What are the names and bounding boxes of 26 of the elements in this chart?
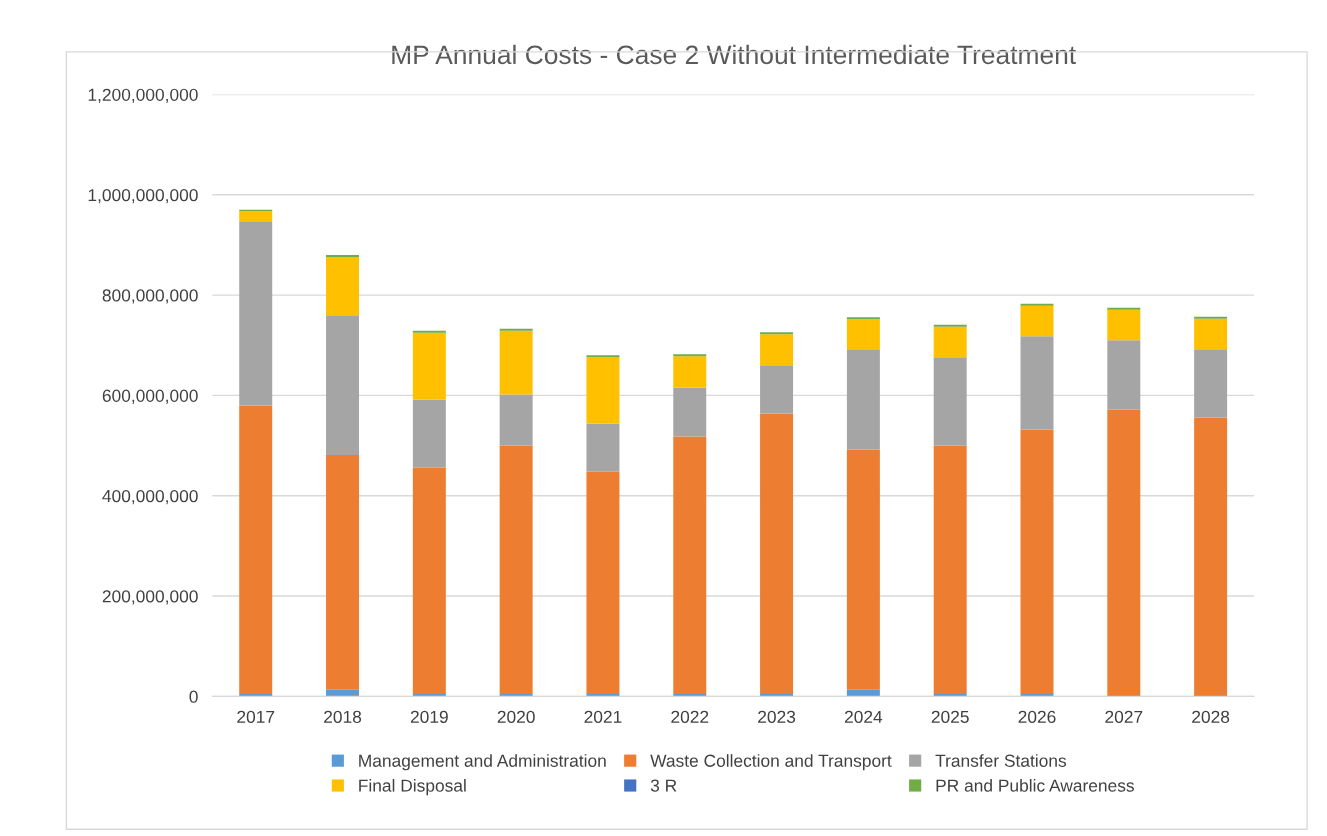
y-tick-label: 1,000,000,000: [88, 188, 198, 204]
x-tick-label: 2019: [410, 710, 448, 724]
x-tick-label: 2018: [324, 710, 362, 724]
y-tick-label: 400,000,000: [102, 489, 198, 505]
legend-label: Transfer Stations: [935, 754, 1067, 767]
x-tick-label: 2025: [931, 710, 969, 724]
x-tick-label: 2022: [671, 710, 709, 724]
x-tick-label: 2026: [1018, 710, 1056, 724]
y-tick-label: 600,000,000: [102, 389, 198, 404]
legend-label: Waste Collection and Transport: [650, 754, 892, 771]
x-tick-label: 2020: [497, 710, 535, 724]
x-tick-label: 2023: [758, 710, 796, 724]
chart-title: MP Annual Costs - Case 2 Without Intermediate Treatment: [392, 44, 1076, 65]
x-tick-label: 2017: [237, 710, 275, 724]
legend-label: Final Disposal: [359, 779, 466, 796]
x-tick-label: 2024: [844, 710, 883, 724]
y-tick-label: 200,000,000: [102, 590, 198, 605]
x-tick-label: 2027: [1105, 710, 1143, 724]
legend-label: Management and Administration: [359, 754, 606, 771]
legend-label: 3 R: [650, 779, 677, 792]
legend-label: PR and Public Awareness: [936, 779, 1134, 792]
x-tick-label: 2021: [584, 710, 622, 724]
y-tick-label: 1,200,000,000: [88, 88, 198, 103]
x-tick-label: 2028: [1192, 710, 1230, 724]
y-tick-label: 800,000,000: [102, 289, 198, 304]
y-tick-label: 0: [189, 690, 198, 703]
